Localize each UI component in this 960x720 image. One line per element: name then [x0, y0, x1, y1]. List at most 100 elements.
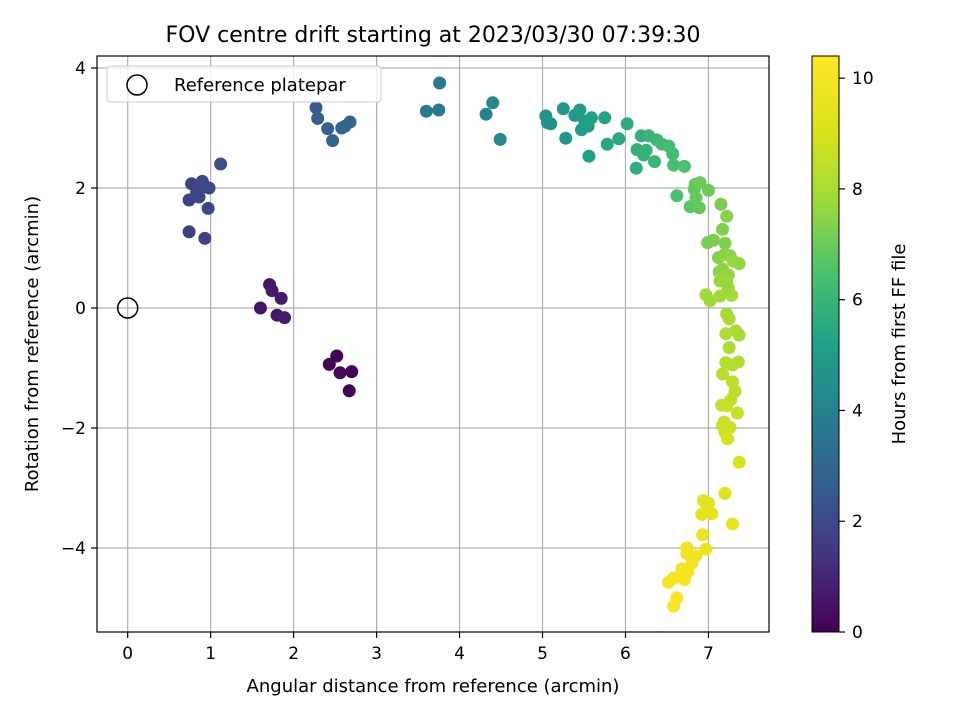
data-point: [330, 349, 344, 363]
data-point: [714, 197, 728, 211]
x-tick-label: 6: [620, 644, 631, 664]
data-point: [486, 96, 500, 110]
data-point: [432, 103, 446, 117]
data-point: [343, 115, 357, 129]
data-point: [721, 432, 735, 446]
data-point: [202, 181, 216, 195]
data-point: [192, 190, 206, 204]
data-point: [600, 137, 614, 151]
data-point: [732, 257, 746, 271]
data-point: [705, 507, 719, 521]
data-point: [662, 575, 676, 589]
plot-frame: [96, 55, 770, 633]
data-point: [689, 191, 703, 205]
colorbar-gradient: [811, 55, 840, 633]
data-point: [718, 486, 732, 500]
x-tick-label: 0: [122, 644, 133, 664]
data-point: [722, 312, 736, 326]
legend: Reference platepar: [106, 65, 382, 103]
x-tick-label: 5: [537, 644, 548, 664]
reference-platepar-marker: [116, 297, 139, 319]
data-point: [681, 565, 695, 579]
x-tick-label: 1: [205, 644, 216, 664]
data-point: [321, 122, 335, 136]
data-point: [556, 102, 570, 116]
y-tick-label: −2: [61, 419, 86, 439]
data-point: [703, 294, 717, 308]
data-point: [725, 288, 739, 302]
legend-marker-icon: [126, 74, 148, 96]
y-tick-label: 0: [75, 299, 86, 319]
chart-title: FOV centre drift starting at 2023/03/30 …: [166, 23, 701, 48]
data-point: [345, 365, 359, 379]
data-point: [716, 222, 730, 236]
data-point: [667, 158, 681, 172]
y-tick-label: 4: [75, 59, 86, 79]
data-point: [309, 101, 323, 115]
data-point: [716, 367, 730, 381]
data-points: [182, 76, 746, 613]
y-axis-ticks: −4 −2 0 2 4: [61, 59, 97, 559]
data-point: [667, 599, 681, 613]
data-point: [433, 76, 447, 90]
data-point: [732, 455, 746, 469]
x-tick-label: 2: [288, 644, 299, 664]
data-point: [598, 111, 612, 125]
colorbar-tick-label: 6: [852, 291, 863, 311]
data-point: [253, 301, 267, 315]
data-point: [333, 366, 347, 380]
data-point: [342, 384, 356, 398]
data-point: [311, 111, 325, 125]
data-point: [706, 233, 720, 247]
colorbar-tick-label: 4: [852, 401, 863, 421]
data-point: [639, 143, 653, 157]
data-point: [544, 117, 558, 131]
data-point: [584, 111, 598, 125]
data-point: [670, 189, 684, 203]
data-point: [322, 357, 336, 371]
data-point: [677, 159, 691, 173]
colorbar-tick-label: 2: [852, 512, 863, 532]
y-tick-label: 2: [75, 179, 86, 199]
x-axis-label: Angular distance from reference (arcmin): [247, 676, 620, 697]
data-point: [479, 107, 493, 121]
data-point: [692, 201, 706, 215]
data-point: [629, 161, 643, 175]
x-tick-label: 7: [703, 644, 714, 664]
data-point: [719, 327, 733, 341]
data-point: [731, 355, 745, 369]
x-axis-ticks: 0 1 2 3 4 5 6 7: [122, 632, 714, 664]
colorbar-tick-label: 10: [852, 69, 874, 89]
data-point: [419, 104, 433, 118]
colorbar-tick-label: 0: [852, 623, 863, 643]
data-point: [730, 406, 744, 420]
data-point: [720, 399, 734, 413]
data-point: [612, 132, 626, 146]
data-point: [214, 157, 228, 171]
data-point: [648, 155, 662, 169]
data-point: [666, 147, 680, 161]
colorbar-label: Hours from first FF file: [889, 244, 910, 445]
data-point: [713, 289, 727, 303]
data-point: [493, 132, 507, 146]
data-point: [722, 341, 736, 355]
legend-label: Reference platepar: [174, 75, 346, 96]
data-point: [732, 328, 746, 342]
x-tick-label: 3: [371, 644, 382, 664]
data-point: [696, 528, 710, 542]
data-point: [573, 103, 587, 117]
colorbar: 0 2 4 6 8 10 Hours from first FF file: [811, 55, 910, 643]
y-tick-label: −4: [61, 539, 86, 559]
reference-marker-layer: [116, 297, 139, 319]
data-point: [582, 149, 596, 163]
x-tick-label: 4: [454, 644, 465, 664]
y-axis-label: Rotation from reference (arcmin): [22, 196, 43, 492]
data-point: [693, 176, 707, 190]
data-point: [720, 209, 734, 223]
data-point: [718, 236, 732, 250]
colorbar-tick-label: 8: [852, 180, 863, 200]
data-point: [725, 517, 739, 531]
data-point: [274, 291, 288, 305]
data-point: [620, 117, 634, 131]
legend-box: [106, 65, 382, 103]
